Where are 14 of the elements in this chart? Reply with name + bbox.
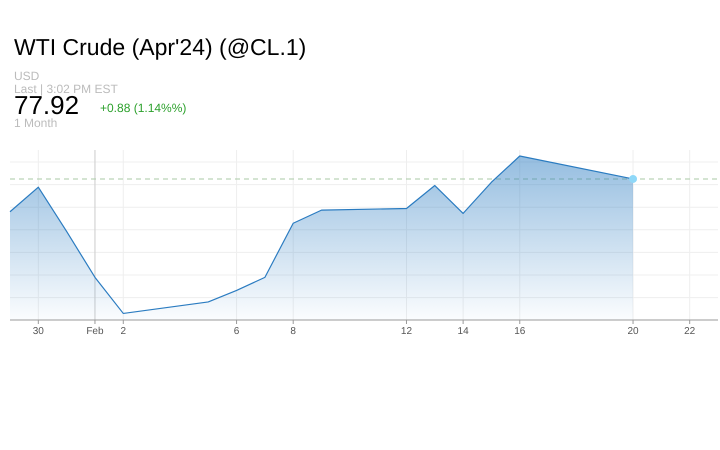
x-tick-label: 14 [458, 326, 470, 337]
x-tick-label: 2 [120, 326, 126, 337]
x-tick-label: 30 [32, 326, 44, 337]
x-tick-label: 16 [514, 326, 526, 337]
x-tick-label: 12 [400, 326, 412, 337]
chart-subtitle: USD [14, 69, 40, 83]
x-tick-label: 22 [684, 326, 696, 337]
text: +0.88 (1.14%%) [100, 101, 186, 115]
x-tick-label: 8 [290, 326, 296, 337]
x-tick-label: 20 [627, 326, 640, 337]
text: 1 Month [14, 116, 58, 130]
chart-title: WTI Crude (Apr'24) (@CL.1) [14, 34, 306, 60]
x-tick-label: Feb [86, 326, 104, 337]
x-tick-label: 6 [234, 326, 240, 337]
